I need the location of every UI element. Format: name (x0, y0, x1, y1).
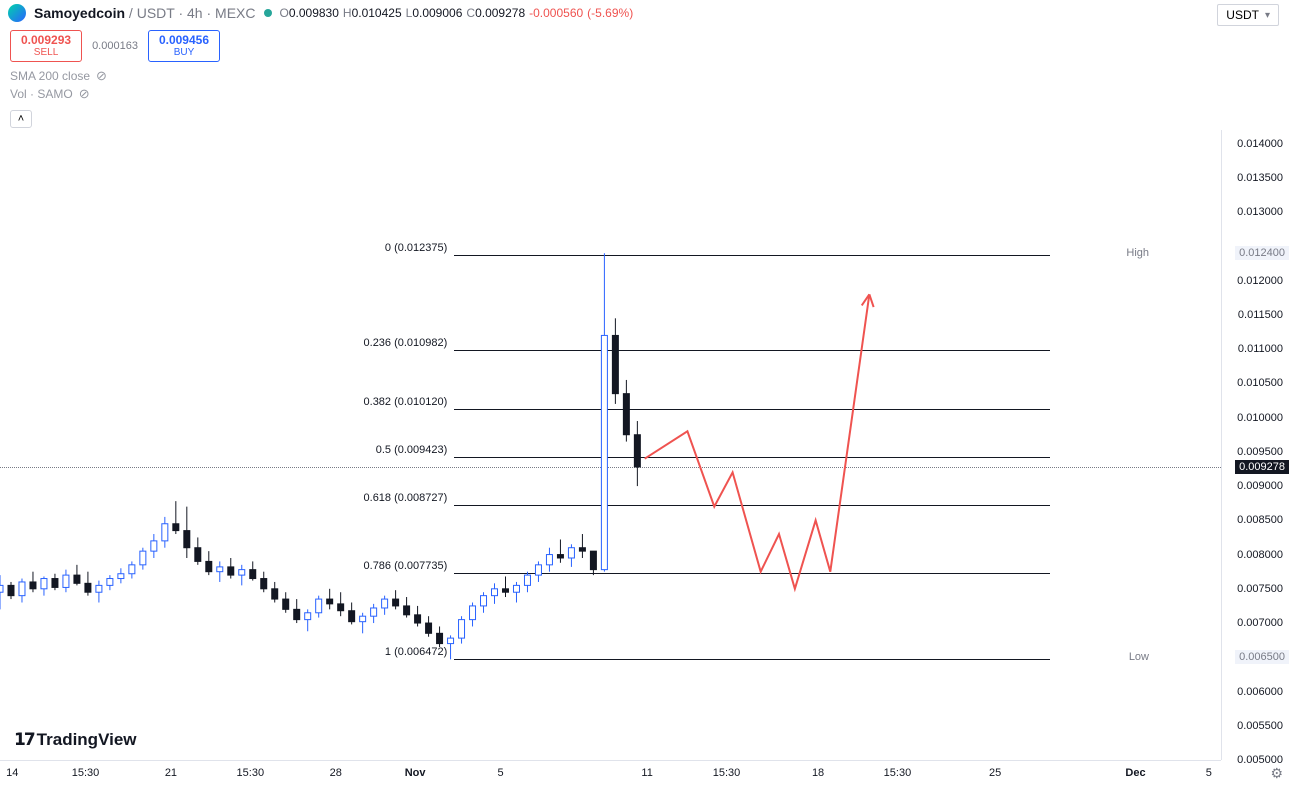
price-projection-path[interactable] (0, 130, 1221, 760)
time-axis[interactable]: 14 15:30 21 15:30 28 Nov 5 11 15:30 18 15:30 25 Dec 5 (0, 760, 1221, 788)
eye-off-icon[interactable]: ⊘ (79, 86, 90, 102)
tv-logo-text: TradingView (37, 730, 137, 750)
time-tick: 15:30 (72, 767, 100, 779)
change-pct: (-5.69%) (587, 6, 633, 20)
eye-off-icon[interactable]: ⊘ (96, 68, 107, 84)
chevron-up-icon: ˄ (18, 113, 24, 125)
price-tick: 0.008500 (1237, 514, 1283, 526)
price-tick: 0.007500 (1237, 583, 1283, 595)
time-tick: 5 (498, 767, 504, 779)
indicator-sma-label: SMA 200 close (10, 69, 90, 83)
time-tick: 14 (6, 767, 18, 779)
price-tick: 0.008000 (1237, 549, 1283, 561)
pair-base: Samoyedcoin (34, 5, 125, 21)
time-tick: 15:30 (884, 767, 912, 779)
gear-icon[interactable]: ⚙ (1270, 765, 1283, 782)
price-axis[interactable]: 0.014000 0.013500 0.013000 0.012400 0.012000… (1221, 130, 1289, 760)
indicator-vol-label: Vol · SAMO (10, 87, 73, 101)
quote-currency-selector[interactable]: USDT ▾ (1217, 4, 1279, 26)
collapse-legend-button[interactable]: ˄ (10, 110, 32, 128)
price-tick: 0.010000 (1237, 412, 1283, 424)
price-tick: 0.011000 (1238, 343, 1283, 355)
pair-logo-icon (8, 4, 26, 22)
time-tick: 15:30 (713, 767, 741, 779)
buy-sell-row: 0.009293 SELL 0.000163 0.009456 BUY (0, 26, 1289, 66)
chevron-down-icon: ▾ (1265, 10, 1270, 21)
quote-currency-label: USDT (1226, 8, 1259, 22)
change-value: -0.000560 (529, 6, 583, 20)
low-price-marker: 0.006500 (1235, 650, 1289, 664)
high-price-marker: 0.012400 (1235, 246, 1289, 260)
buy-price: 0.009456 (159, 33, 209, 47)
price-tick: 0.013500 (1237, 172, 1283, 184)
buy-button[interactable]: 0.009456 BUY (148, 30, 220, 62)
price-tick: 0.005500 (1237, 720, 1283, 732)
sell-button[interactable]: 0.009293 SELL (10, 30, 82, 62)
indicator-vol[interactable]: Vol · SAMO ⊘ (10, 86, 1279, 102)
price-tick: 0.006000 (1237, 686, 1283, 698)
price-tick: 0.012000 (1237, 275, 1283, 287)
pair-title: Samoyedcoin / USDT · 4h · MEXC (34, 5, 256, 21)
price-tick: 0.009500 (1237, 446, 1283, 458)
indicator-sma[interactable]: SMA 200 close ⊘ (10, 68, 1279, 84)
spread-value: 0.000163 (92, 40, 138, 52)
pair-rest: / USDT · 4h · MEXC (129, 5, 256, 21)
tradingview-logo: 𝟭𝟳 TradingView (14, 730, 137, 750)
time-tick: 5 (1206, 767, 1212, 779)
time-tick: 25 (989, 767, 1001, 779)
price-tick: 0.010500 (1237, 377, 1283, 389)
price-tick: 0.011500 (1238, 309, 1283, 321)
time-tick: 21 (165, 767, 177, 779)
price-tick: 0.013000 (1237, 206, 1283, 218)
price-tick: 0.014000 (1237, 138, 1283, 150)
time-tick: Nov (405, 767, 426, 779)
price-tick: 0.009000 (1237, 480, 1283, 492)
sell-label: SELL (21, 47, 71, 59)
indicator-legend: SMA 200 close ⊘ Vol · SAMO ⊘ (0, 66, 1289, 106)
market-status-dot-icon (264, 9, 272, 17)
time-tick: Dec (1125, 767, 1145, 779)
chart-canvas[interactable]: HighLow0 (0.012375)0.236 (0.010982)0.382… (0, 130, 1221, 760)
current-price-marker: 0.009278 (1235, 460, 1289, 474)
time-tick: 28 (330, 767, 342, 779)
buy-label: BUY (159, 47, 209, 59)
chart-header: Samoyedcoin / USDT · 4h · MEXC O0.009830… (0, 0, 1289, 26)
sell-price: 0.009293 (21, 33, 71, 47)
price-tick: 0.007000 (1237, 617, 1283, 629)
time-tick: 15:30 (237, 767, 265, 779)
time-tick: 18 (812, 767, 824, 779)
time-tick: 11 (641, 767, 652, 779)
tv-glyph-icon: 𝟭𝟳 (14, 730, 34, 750)
ohlc-readout: O0.009830 H0.010425 L0.009006 C0.009278 … (280, 6, 634, 20)
